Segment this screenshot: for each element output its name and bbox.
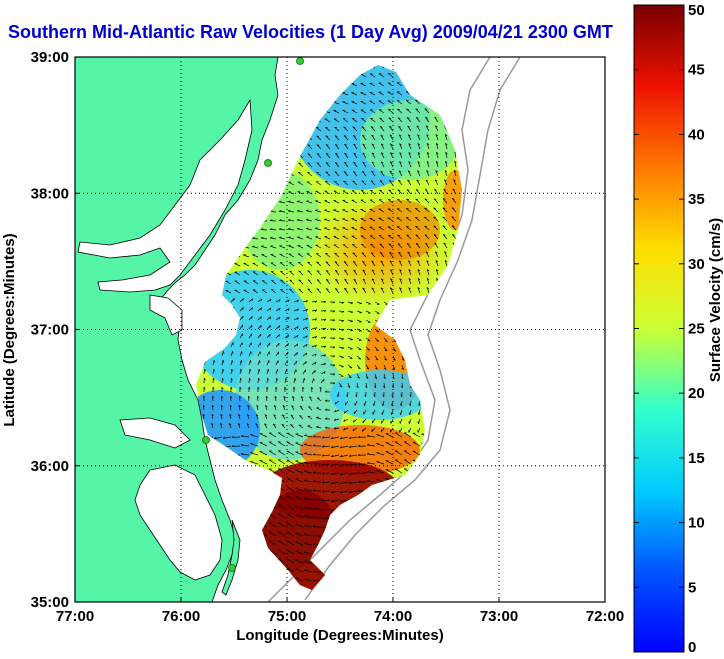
colorbar-tick-label: 15 [688, 450, 705, 467]
x-axis-ticks: 77:00 76:00 75:00 74:00 73:00 72:00 [56, 597, 624, 625]
station-marker[interactable] [264, 159, 272, 167]
station-marker[interactable] [296, 57, 304, 65]
chesapeake-inlet [149, 294, 183, 336]
x-tick-label: 75:00 [268, 608, 306, 625]
y-axis-ticks: 39:00 38:00 37:00 36:00 35:00 [31, 49, 80, 611]
colorbar-tick-label: 5 [688, 579, 696, 596]
y-tick-label: 39:00 [31, 49, 69, 66]
x-tick-label: 76:00 [162, 608, 200, 625]
colorbar-tick-label: 35 [688, 191, 705, 208]
colorbar-label: Surface Velocity (cm/s) [707, 218, 724, 382]
colorbar-tick-label: 45 [688, 62, 705, 79]
colorbar-tick-label: 50 [688, 2, 705, 19]
barrier-island [221, 519, 241, 596]
colorbar-tick-label: 10 [688, 515, 705, 532]
chesapeake-bay [77, 98, 253, 293]
station-marker[interactable] [228, 564, 236, 572]
x-tick-label: 77:00 [56, 608, 94, 625]
colorbar-tick-label: 0 [688, 639, 696, 656]
colorbar-tick-label: 40 [688, 126, 705, 143]
station-marker[interactable] [202, 436, 210, 444]
colorbar [633, 4, 685, 653]
x-tick-label: 72:00 [586, 608, 624, 625]
y-tick-label: 35:00 [31, 594, 69, 611]
colorbar-tick-label: 20 [688, 385, 705, 402]
river-estuary [119, 417, 191, 449]
bathymetry-contours [266, 57, 521, 602]
pamlico-sound [134, 464, 223, 581]
gridlines [75, 57, 605, 602]
colorbar-tick-label: 30 [688, 256, 705, 273]
colorbar-tick-label: 25 [688, 321, 705, 338]
colorbar-ticks: 0 5 10 15 20 25 30 35 40 45 50 [634, 2, 705, 656]
y-tick-label: 37:00 [31, 322, 69, 339]
x-tick-label: 73:00 [480, 608, 518, 625]
x-tick-label: 74:00 [374, 608, 412, 625]
y-axis-label: Latitude (Degrees:Minutes) [1, 233, 18, 426]
map-title: Southern Mid-Atlantic Raw Velocities (1 … [8, 22, 613, 42]
station-markers [202, 57, 304, 572]
y-tick-label: 36:00 [31, 458, 69, 475]
x-axis-label: Longitude (Degrees:Minutes) [236, 627, 444, 644]
y-tick-label: 38:00 [31, 185, 69, 202]
